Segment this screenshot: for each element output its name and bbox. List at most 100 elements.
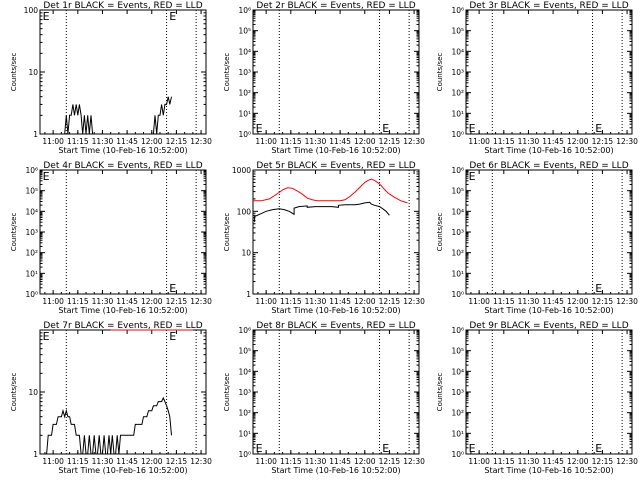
y-tick-label: 10¹ bbox=[451, 269, 464, 278]
y-tick-label: 10² bbox=[238, 409, 251, 418]
x-tick-label: 12:15 bbox=[379, 137, 401, 146]
x-tick-label: 11:00 bbox=[255, 137, 277, 146]
x-tick-label: 12:30 bbox=[190, 457, 212, 466]
y-tick-label: 10⁶ bbox=[238, 6, 251, 15]
x-tick-label: 11:00 bbox=[42, 137, 64, 146]
x-tick-label: 11:45 bbox=[542, 297, 564, 306]
y-axis-label: Counts/sec bbox=[436, 373, 444, 412]
panel-title: Det 6r BLACK = Events, RED = LLD bbox=[469, 161, 628, 171]
y-tick-label: 10² bbox=[238, 89, 251, 98]
y-tick-label: 10 bbox=[28, 388, 38, 397]
x-tick-label: 11:30 bbox=[305, 297, 327, 306]
y-tick-label: 10⁴ bbox=[451, 207, 464, 216]
y-tick-label: 10⁵ bbox=[451, 27, 464, 36]
x-tick-label: 11:30 bbox=[92, 297, 114, 306]
y-tick-label: 10⁶ bbox=[238, 326, 251, 335]
y-tick-label: 10³ bbox=[238, 68, 251, 77]
x-axis-label: Start Time (10-Feb-16 10:52:00) bbox=[484, 146, 613, 155]
y-tick-label: 100 bbox=[237, 207, 252, 216]
y-tick-label: 10³ bbox=[451, 68, 464, 77]
lld-series-line bbox=[253, 178, 408, 204]
x-tick-label: 11:45 bbox=[329, 297, 351, 306]
event-marker: E bbox=[169, 10, 176, 23]
event-marker: E bbox=[595, 442, 602, 455]
x-tick-label: 12:30 bbox=[616, 137, 638, 146]
panel-title: Det 7r BLACK = Events, RED = LLD bbox=[43, 321, 202, 331]
x-tick-label: 11:45 bbox=[116, 137, 138, 146]
y-tick-label: 1 bbox=[33, 450, 38, 459]
x-axis-label: Start Time (10-Feb-16 10:52:00) bbox=[271, 146, 400, 155]
event-marker: E bbox=[595, 282, 602, 295]
plot-frame bbox=[252, 329, 420, 455]
x-tick-label: 11:00 bbox=[255, 457, 277, 466]
x-tick-label: 12:15 bbox=[592, 297, 614, 306]
event-marker: E bbox=[382, 122, 389, 135]
x-tick-label: 11:00 bbox=[42, 297, 64, 306]
y-tick-label: 10³ bbox=[238, 388, 251, 397]
y-tick-label: 10⁵ bbox=[25, 187, 38, 196]
x-tick-label: 12:30 bbox=[190, 297, 212, 306]
y-tick-label: 10⁵ bbox=[451, 187, 464, 196]
plot-frame bbox=[252, 9, 420, 135]
y-tick-label: 10⁰ bbox=[238, 450, 251, 459]
x-tick-label: 11:45 bbox=[116, 457, 138, 466]
y-tick-label: 1 bbox=[33, 130, 38, 139]
x-tick-label: 12:15 bbox=[379, 457, 401, 466]
events-series-line bbox=[254, 201, 390, 223]
x-tick-label: 12:30 bbox=[403, 297, 425, 306]
x-tick-label: 12:00 bbox=[354, 137, 376, 146]
x-tick-label: 12:30 bbox=[403, 137, 425, 146]
event-marker: E bbox=[382, 442, 389, 455]
x-tick-label: 11:15 bbox=[280, 297, 302, 306]
y-tick-label: 10¹ bbox=[25, 269, 38, 278]
y-tick-label: 10⁵ bbox=[451, 347, 464, 356]
y-tick-label: 100 bbox=[24, 6, 39, 15]
plot-frame bbox=[465, 329, 633, 455]
x-axis-label: Start Time (10-Feb-16 10:52:00) bbox=[484, 306, 613, 315]
y-tick-label: 10⁰ bbox=[451, 130, 464, 139]
event-marker: E bbox=[43, 10, 50, 23]
y-tick-label: 1000 bbox=[232, 166, 251, 175]
x-tick-label: 11:30 bbox=[518, 297, 540, 306]
event-marker: E bbox=[256, 122, 263, 135]
x-tick-label: 12:15 bbox=[166, 457, 188, 466]
y-tick-label: 10 bbox=[28, 68, 38, 77]
x-tick-label: 11:15 bbox=[280, 457, 302, 466]
x-tick-label: 12:00 bbox=[567, 297, 589, 306]
event-marker: E bbox=[595, 122, 602, 135]
y-tick-label: 10⁰ bbox=[25, 290, 38, 299]
y-tick-label: 10⁶ bbox=[451, 6, 464, 15]
x-tick-label: 11:30 bbox=[518, 457, 540, 466]
x-tick-label: 11:15 bbox=[493, 297, 515, 306]
x-tick-label: 11:00 bbox=[468, 137, 490, 146]
x-axis-label: Start Time (10-Feb-16 10:52:00) bbox=[58, 146, 187, 155]
y-axis-label: Counts/sec bbox=[223, 53, 231, 92]
x-tick-label: 12:30 bbox=[616, 457, 638, 466]
y-tick-label: 10⁴ bbox=[25, 207, 38, 216]
event-marker: E bbox=[256, 442, 263, 455]
x-tick-label: 11:30 bbox=[518, 137, 540, 146]
x-tick-label: 12:15 bbox=[166, 297, 188, 306]
x-tick-label: 12:00 bbox=[141, 297, 163, 306]
y-tick-label: 10³ bbox=[451, 228, 464, 237]
y-tick-label: 10² bbox=[451, 89, 464, 98]
x-tick-label: 11:45 bbox=[116, 297, 138, 306]
events-series-line bbox=[44, 396, 172, 455]
y-tick-label: 10¹ bbox=[238, 109, 251, 118]
x-tick-label: 11:00 bbox=[468, 457, 490, 466]
x-tick-label: 11:15 bbox=[67, 137, 89, 146]
x-tick-label: 12:00 bbox=[141, 137, 163, 146]
x-tick-label: 12:30 bbox=[616, 297, 638, 306]
y-tick-label: 10⁶ bbox=[25, 166, 38, 175]
x-tick-label: 11:30 bbox=[305, 457, 327, 466]
x-tick-label: 11:45 bbox=[329, 137, 351, 146]
y-tick-label: 10 bbox=[241, 249, 251, 258]
x-tick-label: 12:00 bbox=[567, 137, 589, 146]
x-tick-label: 12:30 bbox=[403, 457, 425, 466]
event-marker: E bbox=[169, 330, 176, 343]
y-axis-label: Counts/sec bbox=[436, 213, 444, 252]
